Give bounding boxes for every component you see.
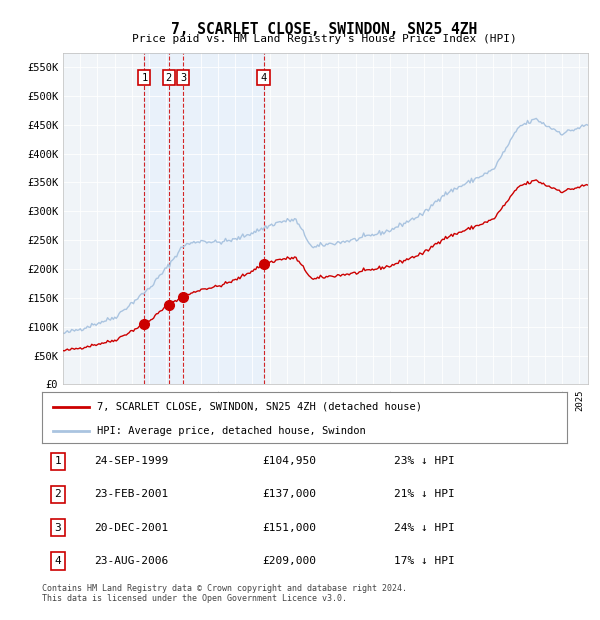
Text: 24% ↓ HPI: 24% ↓ HPI bbox=[394, 523, 455, 533]
Text: 23% ↓ HPI: 23% ↓ HPI bbox=[394, 456, 455, 466]
Text: HPI: Average price, detached house, Swindon: HPI: Average price, detached house, Swin… bbox=[97, 425, 366, 436]
Text: 21% ↓ HPI: 21% ↓ HPI bbox=[394, 489, 455, 499]
Text: 7, SCARLET CLOSE, SWINDON, SN25 4ZH: 7, SCARLET CLOSE, SWINDON, SN25 4ZH bbox=[171, 22, 477, 37]
Text: 3: 3 bbox=[180, 73, 186, 82]
Text: 24-SEP-1999: 24-SEP-1999 bbox=[95, 456, 169, 466]
Text: 17% ↓ HPI: 17% ↓ HPI bbox=[394, 556, 455, 566]
Text: £151,000: £151,000 bbox=[263, 523, 317, 533]
Text: 3: 3 bbox=[55, 523, 61, 533]
Text: £137,000: £137,000 bbox=[263, 489, 317, 499]
Text: 23-AUG-2006: 23-AUG-2006 bbox=[95, 556, 169, 566]
Text: £209,000: £209,000 bbox=[263, 556, 317, 566]
Text: 7, SCARLET CLOSE, SWINDON, SN25 4ZH (detached house): 7, SCARLET CLOSE, SWINDON, SN25 4ZH (det… bbox=[97, 402, 422, 412]
Text: Contains HM Land Registry data © Crown copyright and database right 2024.
This d: Contains HM Land Registry data © Crown c… bbox=[42, 584, 407, 603]
Text: 23-FEB-2001: 23-FEB-2001 bbox=[95, 489, 169, 499]
Text: 20-DEC-2001: 20-DEC-2001 bbox=[95, 523, 169, 533]
Text: Price paid vs. HM Land Registry's House Price Index (HPI): Price paid vs. HM Land Registry's House … bbox=[131, 34, 517, 44]
Text: £104,950: £104,950 bbox=[263, 456, 317, 466]
Text: 4: 4 bbox=[260, 73, 266, 82]
Text: 1: 1 bbox=[55, 456, 61, 466]
Text: 4: 4 bbox=[55, 556, 61, 566]
Text: 1: 1 bbox=[141, 73, 148, 82]
Text: 2: 2 bbox=[55, 489, 61, 499]
Bar bbox=[145, 53, 263, 384]
Text: 2: 2 bbox=[166, 73, 172, 82]
